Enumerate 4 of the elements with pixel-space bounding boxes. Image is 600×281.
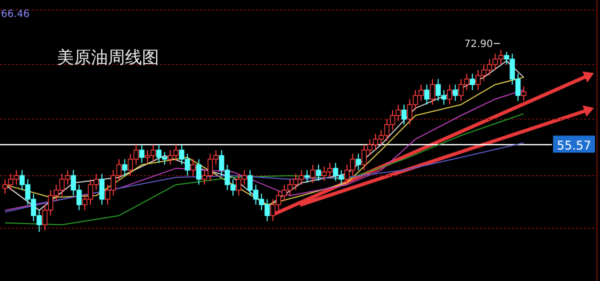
chart-title: 美原油周线图 — [57, 48, 159, 68]
text: 66.46 — [1, 9, 30, 20]
annotation: 72.90 — [464, 39, 493, 50]
text: 55.57 — [556, 138, 592, 153]
